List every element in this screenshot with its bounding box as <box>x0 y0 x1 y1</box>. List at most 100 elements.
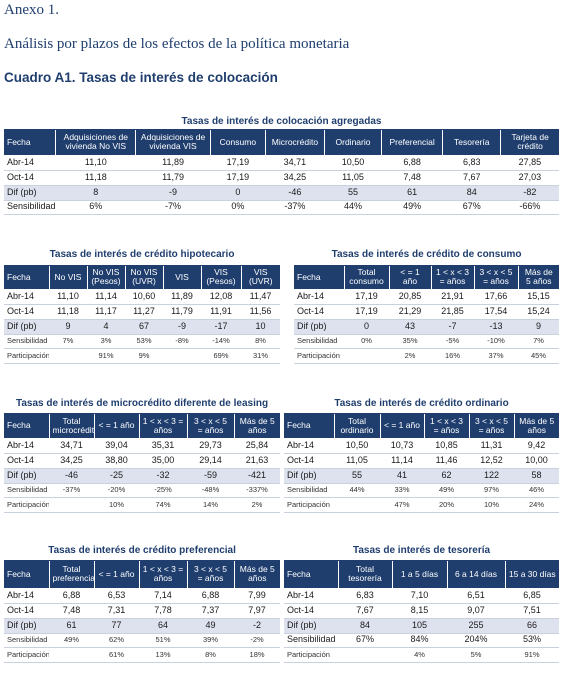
table-cell: 39,04 <box>94 438 139 454</box>
row-label: Sensibilidad <box>284 633 338 648</box>
table-cell: -14% <box>201 334 241 349</box>
column-header: Fecha <box>4 413 50 438</box>
table-group-title: Cuadro A1. Tasas de interés de colocació… <box>4 70 278 85</box>
table-cell: 35,00 <box>139 453 187 469</box>
table-cell: 11,05 <box>334 453 380 469</box>
table-cell: 84 <box>338 618 392 634</box>
table-treasury: Tasas de interés de tesorería Fecha Total … <box>284 542 560 663</box>
table-cell: 34,25 <box>265 170 325 186</box>
table-title: Tasas de interés de crédito ordinario <box>284 395 560 414</box>
table-cell: 21,63 <box>234 453 281 469</box>
table-cell: 20% <box>424 497 469 513</box>
row-label: Oct-14 <box>4 304 49 320</box>
column-header: 1 < x < 3 = años <box>431 265 475 289</box>
table-cell: 7,48 <box>49 603 94 619</box>
table-cell: 67 <box>125 319 163 335</box>
table-cell: 255 <box>447 618 505 634</box>
table-cell: -421 <box>234 468 281 484</box>
table-cell: 51% <box>139 633 187 648</box>
table-cell: 10,73 <box>380 438 424 454</box>
column-header: VIS <box>163 265 202 289</box>
table-cell <box>49 647 94 663</box>
column-header: 1 < x < 3 = años <box>139 413 188 438</box>
table-cell: 9,07 <box>447 603 505 619</box>
column-header: No VIS (Pesos) <box>87 265 126 289</box>
table-cell: 77 <box>94 618 139 634</box>
table-cell: 49% <box>49 633 94 648</box>
table-cell: 7,14 <box>139 588 187 604</box>
row-label: Sensibilidad <box>4 483 49 498</box>
table-cell: 6,83 <box>442 155 501 171</box>
table-cell: 7,67 <box>338 603 392 619</box>
table-cell: 55 <box>334 468 380 484</box>
table-row: Sensibilidad -37% -20% -25% -48% -337% <box>4 483 281 498</box>
table-cell: 20,85 <box>389 289 431 305</box>
table-cell: 204% <box>447 633 505 648</box>
table-cell: 11,56 <box>241 304 281 320</box>
table-cell: 11,31 <box>469 438 514 454</box>
table-cell: 7% <box>49 334 87 349</box>
table-cell: 11,10 <box>55 155 136 171</box>
table-cell: -20% <box>94 483 139 498</box>
column-header: 3 < x < 5 = años <box>187 413 235 438</box>
row-label: Participación <box>284 497 334 513</box>
table-cell: 47% <box>380 497 424 513</box>
column-header: VIS (Pesos) <box>201 265 242 289</box>
table-cell: -8% <box>163 334 201 349</box>
table-cell: 84% <box>392 633 447 648</box>
column-header: 1 < x < 3 = años <box>424 413 470 438</box>
table-row: Participación 91% 9% 69% 31% <box>4 348 281 364</box>
column-header: VIS (UVR) <box>241 265 281 289</box>
table-cell: -25% <box>139 483 187 498</box>
table-cell: 12,52 <box>469 453 514 469</box>
column-header: Fecha <box>4 560 50 588</box>
row-label: Participación <box>4 647 49 663</box>
row-label: Sensibilidad <box>4 633 49 648</box>
table-cell <box>163 348 201 364</box>
column-header: Fecha <box>4 265 50 289</box>
table-cell: -9 <box>135 185 211 201</box>
column-header: Preferencial <box>381 129 444 155</box>
table-cell: 7,51 <box>505 603 560 619</box>
table-row: Oct-14 11,18 11,17 11,27 11,79 11,91 11,56 <box>4 304 281 320</box>
column-header: Adquisiciones de vivienda VIS <box>135 129 211 155</box>
table-cell: 7,99 <box>234 588 281 604</box>
table-row: Oct-14 17,19 21,29 21,85 17,54 15,24 <box>294 304 560 320</box>
table-cell: 6,53 <box>94 588 139 604</box>
column-header: Total ordinario <box>334 413 381 438</box>
table-cell: 11,14 <box>87 289 125 305</box>
row-label: Oct-14 <box>4 170 56 186</box>
column-header: Más de 5 años <box>234 413 281 438</box>
table-cell: 67% <box>442 200 501 215</box>
table-cell: 6,85 <box>505 588 560 604</box>
table-cell <box>49 348 87 364</box>
column-header: < = 1 año <box>94 560 140 588</box>
table-cell: -46 <box>265 185 325 201</box>
table-cell: 17,19 <box>210 155 266 171</box>
table-row: Participación 61% 13% 8% 18% <box>4 647 281 663</box>
row-label: Abr-14 <box>294 289 344 305</box>
table-cell: -9 <box>163 319 201 335</box>
table-cell: 10,85 <box>424 438 469 454</box>
table-title: Tasas de interés de colocación agregadas <box>4 116 559 130</box>
table-row: Oct-14 7,67 8,15 9,07 7,51 <box>284 603 560 619</box>
page-title: Análisis por plazos de los efectos de la… <box>4 36 350 52</box>
table-cell: 8% <box>187 647 234 663</box>
table-cell: 97% <box>469 483 514 498</box>
table-cell: 7,37 <box>187 603 234 619</box>
table-cell: 0 <box>210 185 266 201</box>
table-cell: 10% <box>94 497 139 513</box>
column-header: Más de 5 años <box>518 265 560 289</box>
column-header: Total consumo <box>344 265 390 289</box>
table-cell: 4% <box>392 647 447 663</box>
column-header: Fecha <box>4 129 57 155</box>
table-cell: 122 <box>469 468 514 484</box>
table-cell: 62% <box>94 633 139 648</box>
table-cell: 11,47 <box>241 289 281 305</box>
column-header: < = 1 año <box>94 413 140 438</box>
table-cell: 91% <box>87 348 125 364</box>
table-cell: -59 <box>187 468 234 484</box>
table-row: Sensibilidad 67% 84% 204% 53% <box>284 633 560 648</box>
table-cell: 8,15 <box>392 603 447 619</box>
row-label: Dif (pb) <box>4 185 56 201</box>
